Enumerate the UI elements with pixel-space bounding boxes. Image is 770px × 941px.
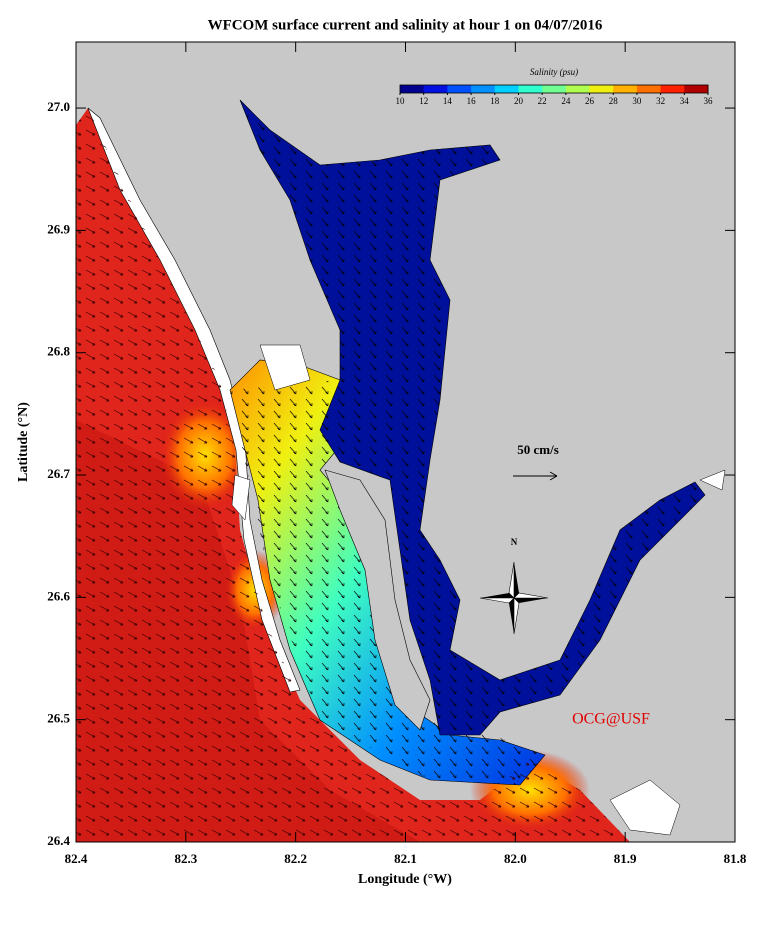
x-axis-label: Longitude (°W) — [358, 872, 452, 887]
colorbar-tick-label: 14 — [443, 96, 453, 106]
colorbar-tick-label: 30 — [632, 96, 642, 106]
colorbar-tick-label: 26 — [585, 96, 595, 106]
colorbar-tick-label: 32 — [656, 96, 665, 106]
scale-arrow — [513, 471, 558, 481]
current-vectors — [230, 100, 705, 785]
colorbar-tick-label: 28 — [609, 96, 619, 106]
colorbar-tick-label: 36 — [704, 96, 714, 106]
colorbar-tick-label: 10 — [396, 96, 406, 106]
colorbar-swatch — [542, 85, 567, 93]
colorbar-label: Salinity (psu) — [530, 67, 578, 77]
map-area — [76, 42, 735, 842]
y-tick-label: 26.4 — [47, 833, 70, 848]
chart-title: WFCOM surface current and salinity at ho… — [208, 17, 603, 33]
x-tick-label: 82.1 — [394, 851, 417, 866]
colorbar-swatch — [447, 85, 472, 93]
compass-label: N — [511, 537, 518, 547]
y-tick-label: 26.8 — [47, 344, 70, 359]
x-tick-label: 81.9 — [614, 851, 637, 866]
colorbar-swatch — [613, 85, 638, 93]
x-tick-label: 82.3 — [174, 851, 197, 866]
colorbar-swatch — [471, 85, 496, 93]
colorbar-swatch — [400, 85, 425, 93]
compass-light — [479, 561, 549, 635]
colorbar-swatch — [636, 85, 662, 93]
colorbar-swatch — [684, 85, 709, 93]
credit: OCG@USF — [572, 711, 650, 728]
y-tick-label: 26.9 — [47, 221, 70, 236]
mangrove-islands — [231, 344, 726, 836]
colorbar-swatch — [494, 85, 519, 93]
colorbar-tick-label: 16 — [467, 96, 477, 106]
x-tick-label: 82.0 — [504, 851, 527, 866]
colorbar-swatch — [565, 85, 591, 93]
pine-island — [324, 469, 431, 731]
colorbar-tick-label: 34 — [680, 96, 690, 106]
x-tick-label: 82.2 — [284, 851, 307, 866]
colorbar-swatch — [423, 85, 448, 93]
colorbar-swatch — [589, 85, 614, 93]
y-tick-label: 26.5 — [47, 711, 70, 726]
colorbar-tick-label: 12 — [419, 96, 428, 106]
y-tick-label: 27.0 — [47, 99, 70, 114]
x-tick-label: 81.8 — [724, 851, 747, 866]
colorbar-swatch — [518, 85, 543, 93]
scale-label: 50 cm/s — [517, 442, 559, 457]
y-axis-label: Latitude (°N) — [16, 402, 31, 482]
x-tick-label: 82.4 — [65, 851, 88, 866]
colorbar-tick-label: 24 — [561, 96, 571, 106]
current-vectors — [76, 108, 630, 842]
colorbar-tick-label: 18 — [490, 96, 500, 106]
colorbar-tick-label: 20 — [514, 96, 524, 106]
colorbar-tick-label: 22 — [538, 96, 547, 106]
colorbar-frame — [399, 84, 709, 94]
y-tick-label: 26.7 — [47, 466, 70, 481]
y-tick-label: 26.6 — [47, 588, 70, 603]
colorbar-swatch — [660, 85, 685, 93]
compass — [479, 561, 549, 635]
scale-arrow-head — [549, 471, 558, 481]
